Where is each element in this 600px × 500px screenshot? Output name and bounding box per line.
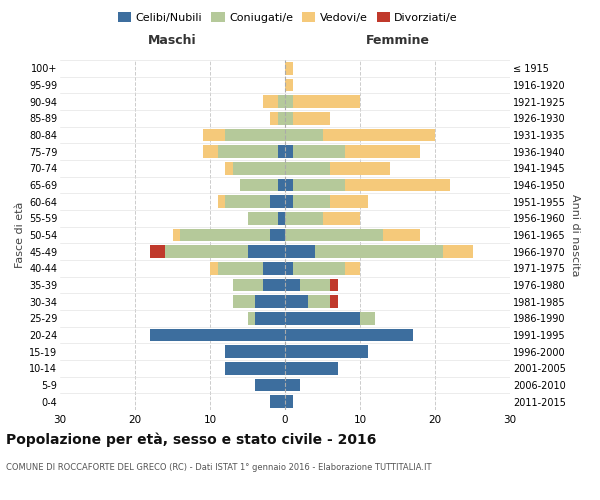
- Bar: [330, 162, 390, 174]
- Bar: [225, 362, 285, 374]
- Bar: [285, 79, 293, 92]
- Bar: [173, 229, 180, 241]
- Text: COMUNE DI ROCCAFORTE DEL GRECO (RC) - Dati ISTAT 1° gennaio 2016 - Elaborazione : COMUNE DI ROCCAFORTE DEL GRECO (RC) - Da…: [6, 462, 431, 471]
- Bar: [285, 296, 308, 308]
- Bar: [165, 246, 248, 258]
- Legend: Celibi/Nubili, Coniugati/e, Vedovi/e, Divorziati/e: Celibi/Nubili, Coniugati/e, Vedovi/e, Di…: [113, 8, 463, 28]
- Bar: [233, 296, 255, 308]
- Text: Femmine: Femmine: [365, 34, 430, 46]
- Bar: [345, 179, 450, 192]
- Bar: [210, 262, 218, 274]
- Bar: [263, 262, 285, 274]
- Bar: [293, 196, 330, 208]
- Bar: [277, 96, 285, 108]
- Bar: [218, 262, 263, 274]
- Bar: [285, 262, 293, 274]
- Bar: [285, 379, 300, 391]
- Bar: [330, 296, 337, 308]
- Bar: [233, 279, 263, 291]
- Bar: [277, 146, 285, 158]
- Bar: [443, 246, 473, 258]
- Bar: [323, 129, 435, 141]
- Bar: [383, 229, 420, 241]
- Bar: [285, 246, 315, 258]
- Bar: [270, 396, 285, 408]
- Bar: [293, 96, 360, 108]
- Bar: [285, 112, 293, 124]
- Bar: [270, 112, 277, 124]
- Bar: [270, 229, 285, 241]
- Bar: [360, 312, 375, 324]
- Bar: [285, 129, 323, 141]
- Text: Maschi: Maschi: [148, 34, 197, 46]
- Bar: [218, 146, 277, 158]
- Bar: [277, 112, 285, 124]
- Bar: [203, 129, 225, 141]
- Bar: [248, 312, 255, 324]
- Bar: [293, 112, 330, 124]
- Bar: [277, 179, 285, 192]
- Bar: [293, 262, 345, 274]
- Bar: [345, 262, 360, 274]
- Y-axis label: Anni di nascita: Anni di nascita: [570, 194, 580, 276]
- Bar: [248, 246, 285, 258]
- Bar: [323, 212, 360, 224]
- Bar: [330, 196, 367, 208]
- Bar: [300, 279, 330, 291]
- Bar: [255, 312, 285, 324]
- Bar: [285, 396, 293, 408]
- Bar: [285, 96, 293, 108]
- Bar: [308, 296, 330, 308]
- Bar: [285, 362, 337, 374]
- Bar: [285, 279, 300, 291]
- Bar: [203, 146, 218, 158]
- Bar: [263, 279, 285, 291]
- Bar: [285, 229, 383, 241]
- Bar: [150, 329, 285, 341]
- Bar: [248, 212, 277, 224]
- Bar: [285, 62, 293, 74]
- Bar: [277, 212, 285, 224]
- Bar: [263, 96, 277, 108]
- Bar: [285, 329, 413, 341]
- Bar: [345, 146, 420, 158]
- Bar: [255, 379, 285, 391]
- Bar: [285, 179, 293, 192]
- Bar: [240, 179, 277, 192]
- Bar: [270, 196, 285, 208]
- Bar: [315, 246, 443, 258]
- Bar: [330, 279, 337, 291]
- Bar: [285, 346, 367, 358]
- Bar: [255, 296, 285, 308]
- Bar: [233, 162, 285, 174]
- Bar: [150, 246, 165, 258]
- Bar: [285, 162, 330, 174]
- Bar: [293, 179, 345, 192]
- Bar: [218, 196, 225, 208]
- Y-axis label: Fasce di età: Fasce di età: [14, 202, 25, 268]
- Bar: [225, 129, 285, 141]
- Bar: [285, 196, 293, 208]
- Bar: [180, 229, 270, 241]
- Bar: [285, 146, 293, 158]
- Bar: [285, 312, 360, 324]
- Bar: [225, 162, 233, 174]
- Bar: [285, 212, 323, 224]
- Bar: [225, 346, 285, 358]
- Text: Popolazione per età, sesso e stato civile - 2016: Popolazione per età, sesso e stato civil…: [6, 432, 376, 447]
- Bar: [293, 146, 345, 158]
- Bar: [225, 196, 270, 208]
